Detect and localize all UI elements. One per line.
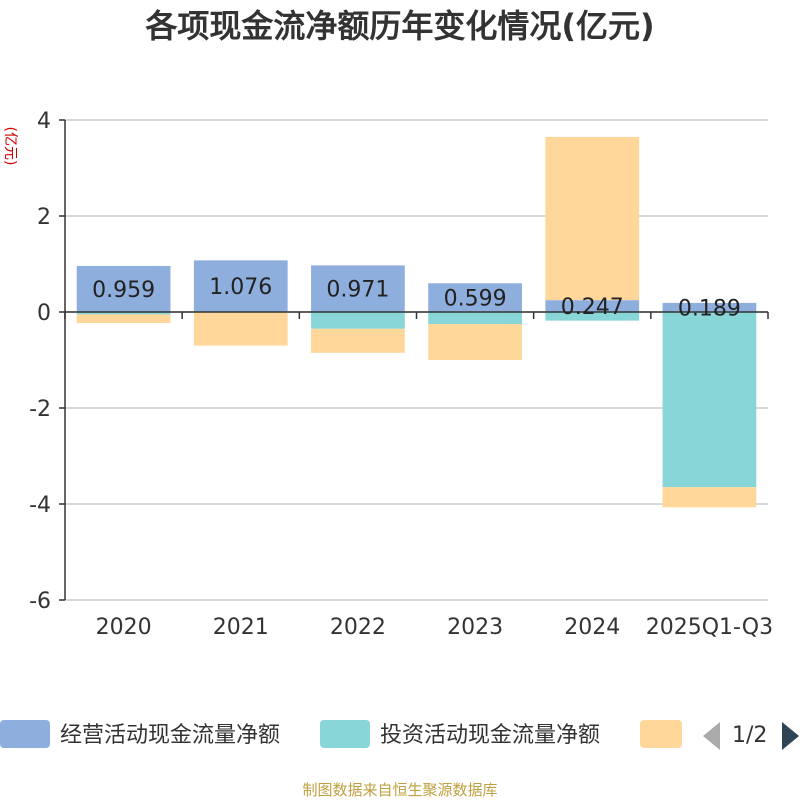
- x-tick-label: 2022: [330, 615, 386, 640]
- label-layer: 0.959 1.076 0.971 0.599 0.247 0.189: [92, 275, 741, 321]
- bar-layer: [76, 136, 757, 508]
- bar-operating[interactable]: [428, 283, 522, 312]
- x-tick-label: 2024: [564, 615, 620, 640]
- data-label: 0.599: [444, 287, 507, 312]
- bar-operating[interactable]: [545, 300, 640, 312]
- y-tick-label: 0: [37, 301, 51, 326]
- bar-investing[interactable]: [311, 312, 405, 329]
- legend-swatch-financing[interactable]: [640, 720, 682, 748]
- legend-next-arrow-icon[interactable]: [782, 722, 799, 750]
- bar-financing[interactable]: [193, 312, 288, 346]
- data-label: 0.189: [678, 296, 741, 321]
- data-label: 0.971: [326, 278, 389, 303]
- x-tick-label: 2021: [213, 615, 269, 640]
- y-axis-unit: (亿元): [2, 127, 18, 166]
- y-tick-label: -4: [29, 493, 51, 518]
- y-tick-label: -6: [29, 589, 51, 614]
- bar-operating[interactable]: [193, 260, 288, 312]
- bar-investing[interactable]: [76, 312, 171, 315]
- bar-investing[interactable]: [545, 312, 640, 321]
- bar-financing[interactable]: [662, 487, 757, 508]
- y-tick-label: 4: [37, 109, 51, 134]
- x-tick-label: 2020: [96, 615, 152, 640]
- chart-title: 各项现金流净额历年变化情况(亿元): [145, 7, 654, 45]
- legend-label-investing[interactable]: 投资活动现金流量净额: [380, 723, 600, 748]
- y-tick-label: 2: [37, 205, 51, 230]
- data-label: 0.959: [92, 278, 155, 303]
- legend-swatch-investing[interactable]: [320, 720, 370, 748]
- legend-label-operating[interactable]: 经营活动现金流量净额: [60, 723, 280, 748]
- data-label: 0.247: [561, 295, 624, 320]
- x-tick-label: 2023: [447, 615, 503, 640]
- bar-financing[interactable]: [311, 328, 405, 353]
- axis-layer: 4 2 0 -2 -4 -6 2020 2021 2022 2023 2024 2025Q1-Q3: [29, 109, 773, 640]
- bar-investing[interactable]: [662, 312, 757, 488]
- legend-swatch-operating[interactable]: [0, 720, 50, 748]
- bar-investing[interactable]: [428, 312, 522, 324]
- legend-page-indicator: 1/2: [732, 723, 767, 748]
- bar-financing[interactable]: [76, 314, 171, 324]
- legend-prev-arrow-icon[interactable]: [703, 722, 720, 750]
- x-tick-label: 2025Q1-Q3: [646, 615, 773, 640]
- bar-financing[interactable]: [428, 324, 522, 360]
- bar-operating[interactable]: [662, 302, 757, 312]
- y-tick-label: -2: [29, 397, 51, 422]
- legend: 经营活动现金流量净额 投资活动现金流量净额 1/2: [0, 720, 799, 750]
- bar-operating[interactable]: [76, 265, 171, 312]
- data-label: 1.076: [209, 275, 272, 300]
- bar-financing[interactable]: [545, 136, 640, 301]
- bar-operating[interactable]: [311, 265, 405, 312]
- footer-source: 制图数据来自恒生聚源数据库: [302, 781, 497, 799]
